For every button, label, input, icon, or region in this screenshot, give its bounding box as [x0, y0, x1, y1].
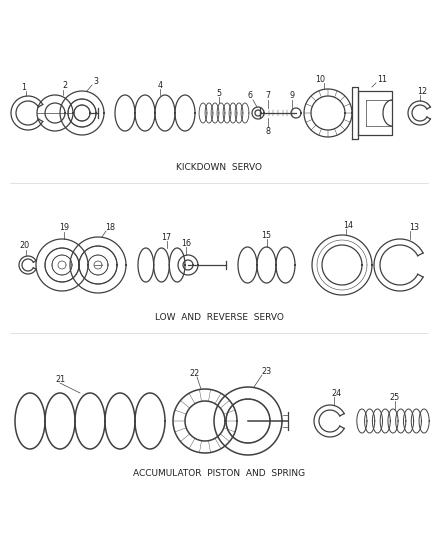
Text: 22: 22 [190, 368, 200, 377]
Text: 16: 16 [181, 238, 191, 247]
Text: 10: 10 [315, 75, 325, 84]
Text: 17: 17 [162, 232, 172, 241]
Text: 24: 24 [331, 389, 341, 398]
Polygon shape [255, 110, 261, 116]
Text: 6: 6 [247, 92, 252, 101]
Text: 12: 12 [417, 86, 427, 95]
Text: 3: 3 [93, 77, 99, 85]
Text: 21: 21 [55, 375, 65, 384]
Text: 19: 19 [59, 223, 69, 232]
Text: 20: 20 [19, 241, 29, 251]
Text: 7: 7 [265, 92, 271, 101]
Text: 18: 18 [105, 222, 115, 231]
Text: ACCUMULATOR  PISTON  AND  SPRING: ACCUMULATOR PISTON AND SPRING [133, 470, 305, 479]
Text: 1: 1 [21, 83, 27, 92]
Text: 11: 11 [377, 75, 387, 84]
Text: 5: 5 [216, 88, 222, 98]
Text: 25: 25 [390, 392, 400, 401]
Text: LOW  AND  REVERSE  SERVO: LOW AND REVERSE SERVO [155, 313, 283, 322]
Text: 14: 14 [343, 221, 353, 230]
Text: 2: 2 [63, 82, 67, 91]
Text: 15: 15 [261, 230, 272, 239]
Text: 9: 9 [290, 92, 295, 101]
Text: 13: 13 [409, 222, 419, 231]
Text: 23: 23 [261, 367, 271, 376]
Text: 4: 4 [158, 80, 162, 90]
Polygon shape [291, 108, 301, 118]
Text: KICKDOWN  SERVO: KICKDOWN SERVO [176, 164, 262, 173]
Text: 8: 8 [265, 126, 271, 135]
